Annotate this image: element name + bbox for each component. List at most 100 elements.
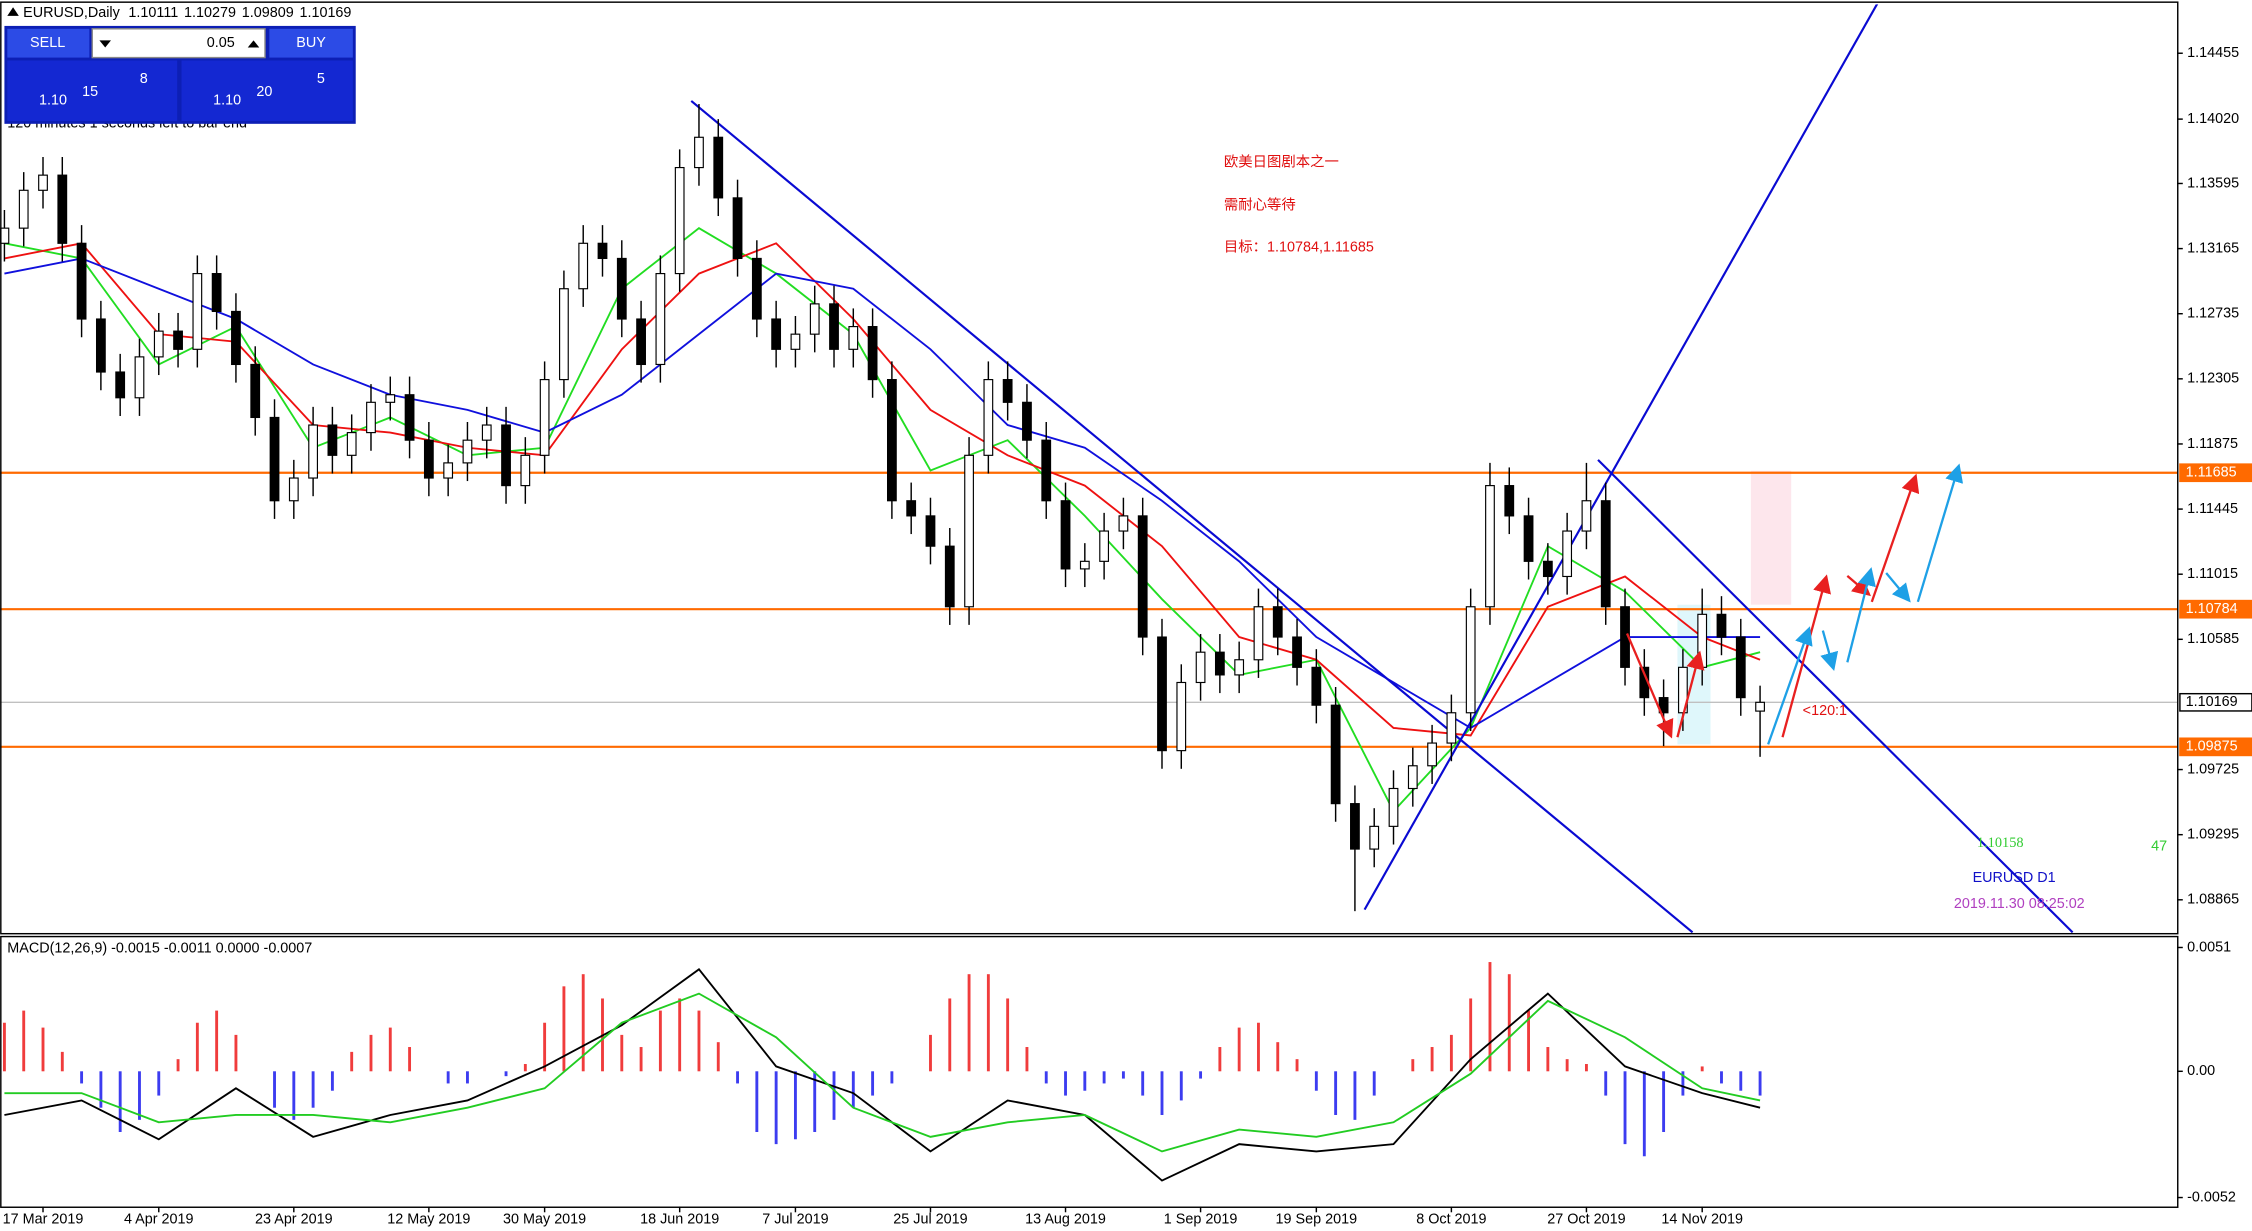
- moving-average: [4, 257, 1761, 730]
- candle-body: [1330, 704, 1341, 805]
- histogram-bar: [1584, 1064, 1588, 1072]
- histogram-bar: [292, 1071, 296, 1120]
- histogram-bar: [1527, 1010, 1530, 1072]
- candle-body: [616, 257, 627, 320]
- buy-button[interactable]: [269, 28, 353, 58]
- x-tick-label: 8 Oct 2019: [1416, 1211, 1486, 1227]
- histogram-bar: [176, 1059, 180, 1072]
- note-line: 需耐心等待: [1224, 196, 1296, 214]
- histogram-bar: [986, 974, 990, 1072]
- ohlc-value: 1.10169: [299, 5, 351, 21]
- candle-body: [867, 326, 878, 381]
- x-tick-label: 7 Jul 2019: [762, 1211, 828, 1227]
- histogram-bar: [1218, 1047, 1222, 1072]
- buy-label: BUY: [296, 35, 326, 51]
- arrow: [1767, 626, 1813, 745]
- candle-body: [520, 454, 531, 487]
- arrow: [1870, 473, 1920, 603]
- candle-body: [423, 439, 434, 479]
- histogram-bar: [388, 1027, 392, 1072]
- buy-price[interactable]: [181, 60, 353, 121]
- x-tick-label: 14 Nov 2019: [1661, 1211, 1743, 1227]
- candle-body: [1523, 515, 1534, 562]
- candle-body: [250, 363, 261, 419]
- projection-arrows: [1625, 463, 1964, 745]
- candle-body: [1542, 560, 1553, 578]
- candle-body: [1234, 659, 1245, 676]
- histogram-bar: [1102, 1071, 1106, 1084]
- x-tick-label: 18 Jun 2019: [640, 1211, 719, 1227]
- histogram-bar: [1044, 1071, 1048, 1084]
- candle-body: [134, 356, 145, 399]
- histogram-bar: [215, 1010, 219, 1072]
- candle-body: [1214, 651, 1225, 676]
- candle-body: [578, 242, 589, 290]
- histogram-bar: [369, 1034, 373, 1072]
- level-label: 1.11685: [2186, 465, 2237, 481]
- candle-body: [1369, 825, 1380, 850]
- histogram-bar: [195, 1022, 199, 1072]
- candle-body: [115, 371, 126, 399]
- candle-body: [1176, 681, 1187, 752]
- axes: 1.14455 1.14020 1.13595 1.13165 1.12735 1.123…: [3, 45, 2252, 1227]
- timestamp: 2019.11.30 08:25:02: [1954, 896, 2085, 912]
- candle-body: [1485, 485, 1495, 608]
- level-label: 1.10169: [2186, 694, 2238, 710]
- candle-body: [886, 379, 897, 502]
- histogram-bar: [504, 1071, 508, 1077]
- histogram-bar: [1160, 1071, 1164, 1115]
- price-pane: [0, 4, 2178, 933]
- lot-input[interactable]: [91, 28, 266, 59]
- candle-body: [925, 515, 936, 547]
- histogram-bar: [1411, 1059, 1415, 1072]
- sell-price[interactable]: [7, 60, 178, 121]
- histogram-bar: [1314, 1071, 1318, 1091]
- candle-body: [1292, 636, 1302, 668]
- histogram-bar: [523, 1064, 527, 1072]
- candle-body: [443, 462, 454, 479]
- trend-line: [1363, 4, 1879, 911]
- candle-body: [1716, 613, 1727, 638]
- candle-body: [771, 318, 782, 350]
- candle-body: [366, 401, 376, 434]
- candle-body: [559, 288, 569, 381]
- y-tick-label: 1.13165: [2187, 240, 2239, 256]
- candle-body: [636, 318, 646, 366]
- histogram-bar: [813, 1071, 817, 1132]
- candle-body: [1562, 530, 1573, 578]
- candle-body: [1041, 439, 1052, 502]
- histogram-bar: [1121, 1071, 1125, 1079]
- histogram-bar: [350, 1051, 354, 1072]
- histogram-bar: [22, 1010, 26, 1072]
- candle-body: [1350, 803, 1360, 850]
- histogram-bar: [1257, 1022, 1260, 1072]
- lot-down[interactable]: [99, 40, 111, 48]
- histogram-bar: [1700, 1066, 1704, 1072]
- candle-body: [211, 273, 222, 313]
- y-tick-label: 0.00: [2187, 1063, 2215, 1079]
- ohlc-value: 1.09809: [242, 5, 294, 21]
- trend-line: [1597, 459, 2074, 933]
- candle-body: [1388, 787, 1399, 827]
- frame: [0, 935, 2179, 1208]
- live-price-small: 47: [2151, 838, 2167, 854]
- price-big: 1.10: [213, 93, 241, 109]
- lot-up[interactable]: [247, 40, 260, 48]
- histogram-bar: [1025, 1047, 1029, 1072]
- candle-body: [1446, 712, 1457, 744]
- candle-body: [1002, 379, 1013, 403]
- candle-body: [1137, 515, 1148, 638]
- histogram-bar: [543, 1022, 547, 1072]
- ratio-note: <120:1: [1803, 703, 1847, 719]
- histogram-bar: [1681, 1071, 1685, 1096]
- histogram-bar: [697, 1010, 701, 1072]
- arrow: [1916, 463, 1964, 603]
- histogram-bar: [1430, 1047, 1434, 1072]
- histogram-bar: [1372, 1071, 1376, 1096]
- candle-body: [1079, 560, 1090, 570]
- candle-body: [1099, 530, 1110, 562]
- sell-button[interactable]: [7, 28, 90, 58]
- candle-body: [95, 318, 106, 373]
- candle-body: [269, 416, 280, 502]
- histogram-bar: [311, 1071, 315, 1108]
